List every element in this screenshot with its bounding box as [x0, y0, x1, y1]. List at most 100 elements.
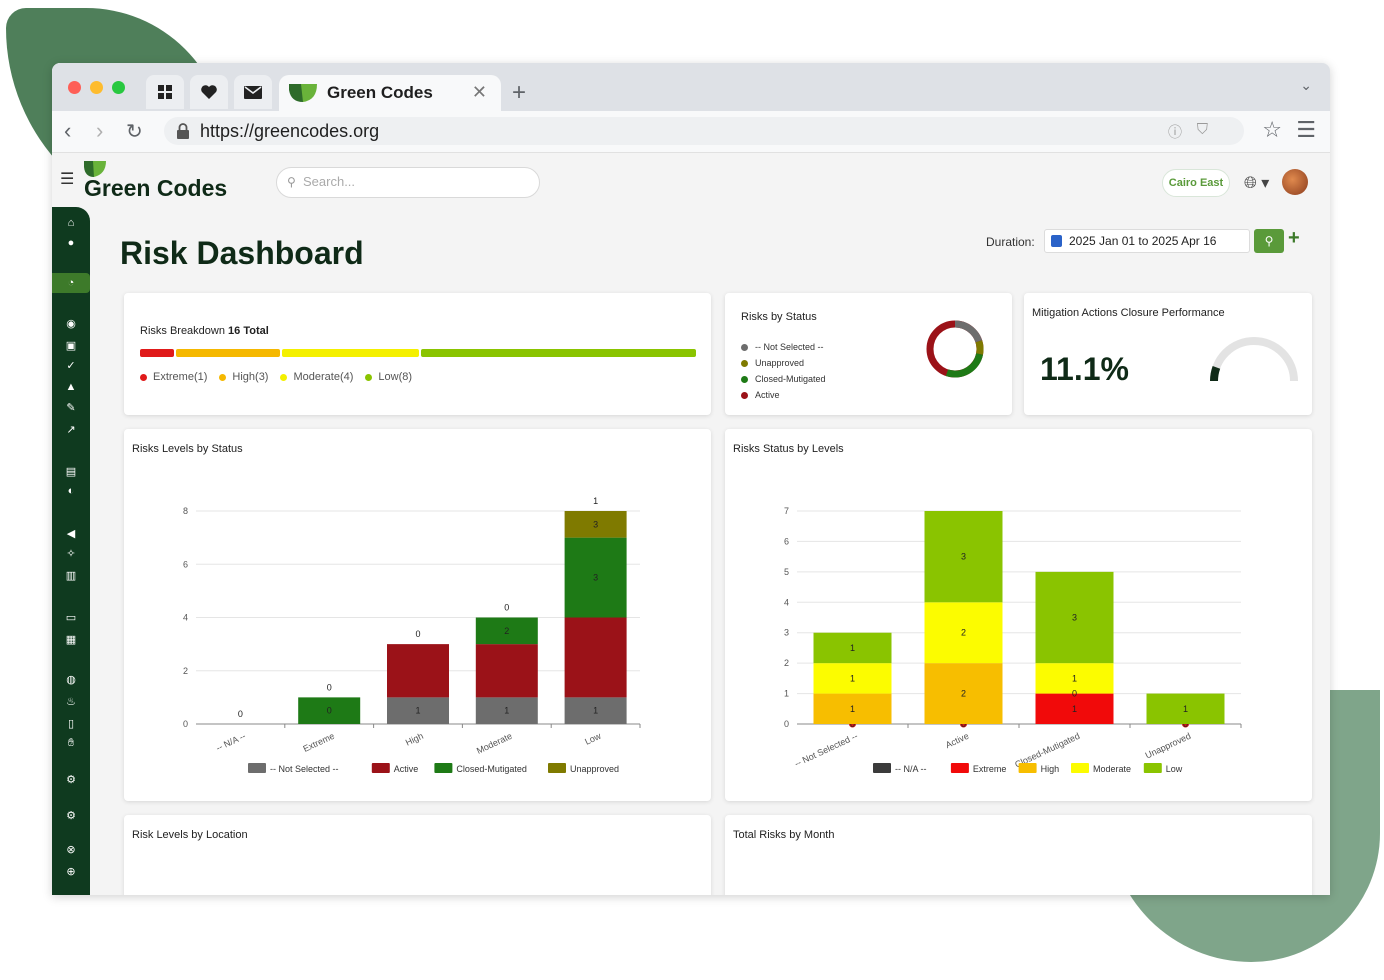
- sidebar-building-icon[interactable]: ▥: [65, 569, 77, 582]
- sidebar-gear-icon[interactable]: ⚙: [66, 809, 76, 822]
- legend-swatch[interactable]: [371, 763, 390, 773]
- legend-label[interactable]: Moderate: [1093, 764, 1131, 774]
- y-tick-label: 6: [183, 559, 188, 569]
- bar-segment[interactable]: [475, 617, 538, 645]
- sidebar-folder-icon[interactable]: ▭: [65, 611, 77, 624]
- sidebar-toggle-icon[interactable]: ☰: [60, 171, 75, 188]
- legend-swatch[interactable]: [1018, 763, 1037, 773]
- legend-label[interactable]: Extreme: [973, 764, 1007, 774]
- bar-segment[interactable]: [1035, 693, 1114, 724]
- bookmark-star-icon[interactable]: ☆: [1262, 117, 1282, 142]
- info-icon[interactable]: ⓘ: [1168, 124, 1182, 140]
- bar-segment[interactable]: [1035, 663, 1114, 694]
- sidebar-user-icon[interactable]: ●: [67, 237, 75, 249]
- pinned-tab-favorites[interactable]: [190, 75, 228, 109]
- sidebar-file-icon[interactable]: ▤: [65, 465, 77, 478]
- location-badge[interactable]: Cairo East: [1162, 169, 1230, 197]
- bar-segment[interactable]: [564, 617, 627, 698]
- bar-segment[interactable]: [564, 537, 627, 618]
- sidebar-handshake-icon[interactable]: ✧: [66, 547, 76, 560]
- tab-close-icon[interactable]: ✕: [471, 82, 487, 102]
- legend-swatch[interactable]: [434, 763, 453, 773]
- sidebar-calendar-icon[interactable]: ▦: [65, 633, 77, 646]
- tab-title: Green Codes: [327, 83, 433, 102]
- window-minimize-button[interactable]: [90, 81, 103, 94]
- window-maximize-button[interactable]: [112, 81, 125, 94]
- sidebar-megaphone-icon[interactable]: ◀: [66, 527, 76, 540]
- sidebar-support-icon[interactable]: ⊗: [66, 843, 76, 856]
- bar-segment[interactable]: [813, 632, 892, 664]
- legend-label[interactable]: Low: [1166, 764, 1183, 774]
- bar-segment[interactable]: [298, 697, 361, 724]
- bar-segment[interactable]: [813, 693, 892, 724]
- sidebar-gear-icon[interactable]: ⚙: [66, 773, 76, 786]
- legend-swatch[interactable]: [873, 763, 891, 773]
- new-tab-button[interactable]: +: [512, 79, 527, 106]
- bar-segment[interactable]: [387, 697, 449, 724]
- bar-segment[interactable]: [564, 697, 627, 724]
- legend-label[interactable]: -- N/A --: [895, 764, 927, 774]
- user-avatar[interactable]: [1282, 169, 1308, 195]
- pinned-tab-mail[interactable]: [234, 75, 272, 109]
- status-by-levels-chart: 012345670111-- Not Selected --0223Active…: [784, 506, 1242, 774]
- legend-swatch[interactable]: [1071, 763, 1089, 773]
- sidebar-fire-icon[interactable]: ♨: [66, 695, 76, 708]
- y-tick-label: 2: [183, 666, 188, 676]
- legend-label[interactable]: Active: [394, 764, 419, 774]
- legend-swatch[interactable]: [548, 763, 566, 773]
- tab-list-chevron-icon[interactable]: ⌄: [1300, 77, 1312, 93]
- reload-button[interactable]: ↻: [126, 121, 143, 143]
- search-box[interactable]: ⚲: [276, 167, 540, 198]
- bar-segment[interactable]: [813, 663, 892, 694]
- forward-button[interactable]: ›: [96, 118, 104, 143]
- url-field[interactable]: https://greencodes.org ⓘ ⛉: [164, 117, 1244, 145]
- bar-segment[interactable]: [924, 511, 1003, 603]
- sidebar-brain-icon[interactable]: ◐: [67, 485, 75, 497]
- bar-segment[interactable]: [387, 644, 449, 698]
- legend-swatch[interactable]: [248, 763, 266, 773]
- bar-data-label: 1: [1072, 704, 1077, 714]
- window-close-button[interactable]: [68, 81, 81, 94]
- sidebar-trash-icon[interactable]: ▯: [67, 717, 75, 730]
- duration-search-button[interactable]: ⚲: [1254, 229, 1284, 253]
- y-tick-label: 6: [784, 536, 789, 546]
- bar-segment[interactable]: [1035, 571, 1114, 664]
- bar-segment[interactable]: [1146, 693, 1225, 724]
- sidebar-warning-icon[interactable]: ▲: [65, 381, 77, 393]
- levels-by-location-title: Risk Levels by Location: [132, 829, 248, 841]
- sidebar-chart-icon[interactable]: ↗: [66, 423, 76, 436]
- status-by-levels-title: Risks Status by Levels: [733, 443, 844, 455]
- search-input[interactable]: [303, 174, 523, 189]
- bar-segment[interactable]: [924, 663, 1003, 724]
- legend-label: Low(8): [378, 371, 413, 383]
- brand-logo[interactable]: Green Codes: [84, 159, 244, 201]
- legend-swatch[interactable]: [950, 763, 969, 773]
- shield-icon[interactable]: ⛉: [1196, 121, 1208, 138]
- bar-segment[interactable]: [924, 602, 1003, 664]
- sidebar-hand-icon[interactable]: ✋︎: [67, 736, 75, 749]
- pinned-tab-apps[interactable]: [146, 75, 184, 109]
- add-duration-button[interactable]: +: [1288, 227, 1300, 249]
- sidebar-eye-icon[interactable]: ◉: [66, 317, 76, 330]
- legend-label[interactable]: High: [1041, 764, 1060, 774]
- sidebar-briefcase-icon[interactable]: ▣: [65, 339, 77, 352]
- sidebar-check-icon[interactable]: ✓: [66, 359, 76, 372]
- bar-segment[interactable]: [475, 644, 538, 698]
- sidebar-network-icon[interactable]: ⊕: [66, 865, 76, 878]
- sidebar-globe-icon[interactable]: ◍: [66, 673, 76, 686]
- browser-menu-icon[interactable]: ☰: [1296, 117, 1316, 142]
- active-browser-tab[interactable]: Green Codes ✕: [279, 75, 501, 111]
- sidebar-home-icon[interactable]: ⌂: [67, 217, 75, 229]
- bar-segment[interactable]: [475, 697, 538, 724]
- legend-label: Moderate(4): [293, 371, 354, 383]
- legend-label[interactable]: Closed-Mutigated: [456, 764, 527, 774]
- language-globe-icon[interactable]: 🌐︎ ▾: [1244, 175, 1270, 192]
- sidebar-pen-icon[interactable]: ✎: [66, 401, 76, 414]
- duration-date-range-field[interactable]: 2025 Jan 01 to 2025 Apr 16: [1044, 229, 1250, 253]
- legend-label[interactable]: Unapproved: [570, 764, 619, 774]
- bar-segment[interactable]: [564, 511, 627, 538]
- sidebar-dashboard-icon[interactable]: ◔: [52, 273, 90, 293]
- legend-label[interactable]: -- Not Selected --: [270, 764, 339, 774]
- back-button[interactable]: ‹: [64, 118, 72, 143]
- legend-swatch[interactable]: [1143, 763, 1162, 773]
